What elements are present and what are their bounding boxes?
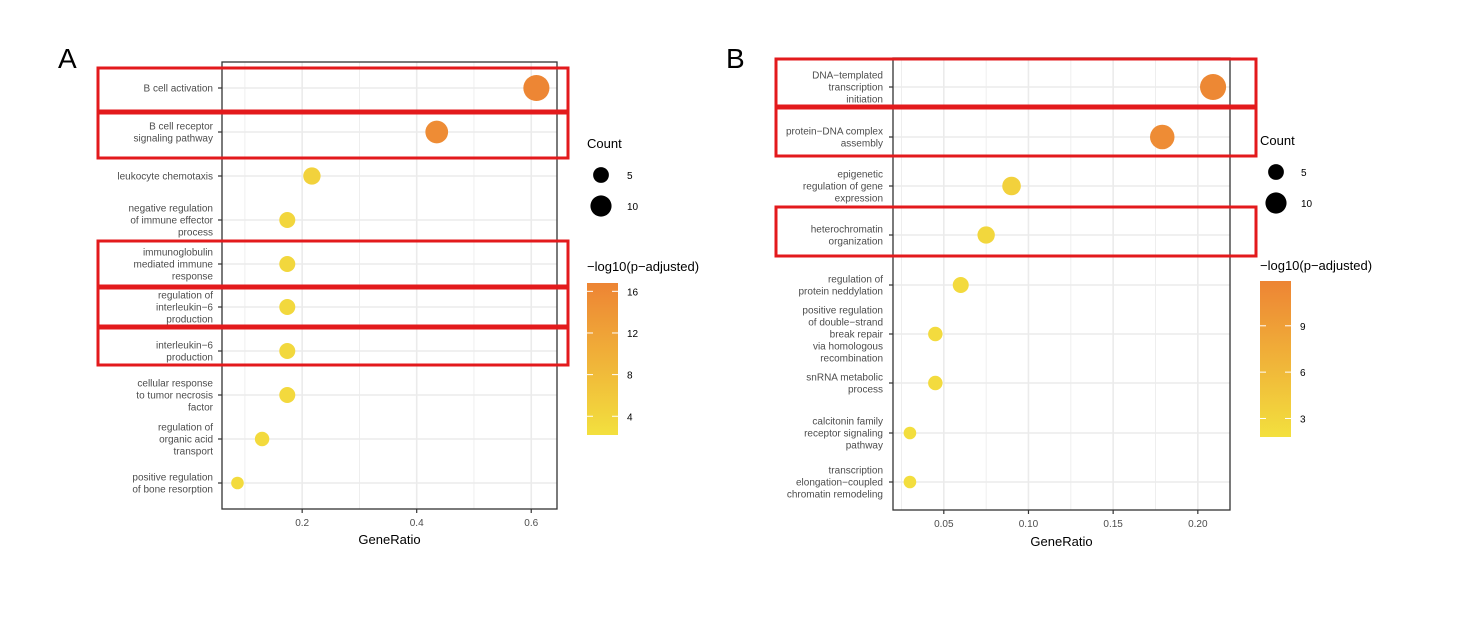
highlight-box (96, 286, 570, 328)
colorbar-tick-label: 16 (627, 287, 639, 298)
panel-b-colorbar-ticks: 3 6 9 (1260, 322, 1306, 425)
y-tick-label: calcitonin family receptor signaling pathw… (804, 417, 883, 452)
panel-a-count-legend-title: Count (587, 136, 622, 151)
panel-b-color-legend-title: −log10(p−adjusted) (1260, 258, 1372, 273)
data-point (952, 277, 969, 293)
count-legend-dot (1268, 164, 1284, 180)
data-point (1002, 176, 1021, 196)
y-tick-label: interleukin−6 production (156, 341, 213, 364)
y-tick-label: regulation of interleukin−6 production (156, 291, 213, 326)
y-tick-label: negative regulation of immune effector pro… (128, 204, 213, 239)
y-tick-label: positive regulation of bone resorption (132, 473, 213, 496)
panel-b-colorbar (1260, 281, 1291, 437)
y-tick-label: positive regulation of double−strand break… (802, 306, 883, 365)
data-point (523, 74, 550, 102)
data-point (1150, 124, 1175, 150)
data-point (903, 426, 917, 440)
data-point (303, 167, 321, 185)
panel-a-y-axis: B cell activation B cell receptor signalin… (117, 84, 222, 496)
panel-a-highlight-boxes (96, 66, 570, 367)
colorbar-tick-label: 3 (1300, 414, 1306, 425)
colorbar-tick-label: 8 (627, 371, 633, 382)
y-tick-label: DNA−templated transcription initiation (812, 71, 883, 106)
data-point (903, 475, 917, 489)
colorbar-tick-label: 12 (627, 329, 639, 340)
data-point (977, 226, 995, 244)
count-legend-dot (593, 167, 609, 183)
data-point (279, 212, 296, 228)
x-tick-label: 0.10 (1019, 519, 1039, 530)
count-legend-label: 5 (627, 171, 633, 182)
data-point (928, 375, 943, 391)
panel-a-colorbar (587, 283, 618, 435)
y-tick-label: cellular response to tumor necrosis factor (136, 379, 213, 414)
data-point (279, 343, 296, 359)
x-tick-label: 0.6 (524, 518, 538, 529)
panel-a-points (231, 74, 550, 490)
panel-a-color-legend-title: −log10(p−adjusted) (587, 259, 699, 274)
panel-a: A B cell activation B cell receptor signal… (58, 43, 699, 547)
data-point (1200, 73, 1227, 101)
highlight-box (774, 205, 1258, 258)
panel-b-x-axis: 0.05 0.10 0.15 0.20 (934, 510, 1208, 530)
y-tick-label: regulation of organic acid transport (158, 423, 213, 458)
x-tick-label: 0.2 (295, 518, 309, 529)
x-tick-label: 0.4 (410, 518, 424, 529)
y-tick-label: leukocyte chemotaxis (117, 172, 213, 183)
data-point (928, 326, 943, 342)
count-legend-label: 10 (627, 202, 639, 213)
panel-a-x-axis-title: GeneRatio (358, 532, 420, 547)
count-legend-dot (1265, 192, 1287, 214)
highlight-box (96, 239, 570, 288)
count-legend-dot (590, 195, 612, 217)
y-tick-label: immunoglobulin mediated immune response (134, 248, 214, 283)
highlight-box (96, 66, 570, 113)
y-tick-label: regulation of protein neddylation (798, 275, 883, 298)
panel-b-points (903, 73, 1227, 489)
y-tick-label: B cell activation (144, 84, 213, 95)
colorbar-tick-label: 4 (627, 412, 633, 423)
count-legend-label: 10 (1301, 199, 1313, 210)
y-tick-label: epigenetic regulation of gene expression (803, 170, 884, 205)
colorbar-tick-label: 9 (1300, 322, 1306, 333)
colorbar-tick-label: 6 (1300, 368, 1306, 379)
panel-a-x-axis: 0.2 0.4 0.6 (295, 509, 539, 529)
data-point (231, 476, 244, 490)
data-point (279, 387, 296, 403)
panel-b-count-legend-title: Count (1260, 133, 1295, 148)
x-tick-label: 0.20 (1188, 519, 1208, 530)
panel-a-colorbar-ticks: 4 8 12 16 (587, 287, 639, 423)
y-tick-label: protein−DNA complex assembly (786, 127, 883, 150)
panel-a-count-legend: 5 10 (590, 167, 639, 217)
panel-b-gridlines (893, 58, 1230, 510)
data-point (254, 431, 270, 447)
data-point (425, 120, 449, 144)
y-tick-label: heterochromatin organization (811, 225, 883, 248)
x-tick-label: 0.05 (934, 519, 954, 530)
data-point (279, 256, 296, 272)
panel-b-x-axis-title: GeneRatio (1030, 534, 1092, 549)
panel-b-highlight-boxes (774, 57, 1258, 258)
highlight-box (774, 57, 1258, 108)
x-tick-label: 0.15 (1103, 519, 1123, 530)
count-legend-label: 5 (1301, 168, 1307, 179)
panel-b-y-axis: DNA−templated transcription initiation prot… (786, 71, 893, 501)
y-tick-label: B cell receptor signaling pathway (134, 122, 214, 145)
highlight-box (96, 111, 570, 160)
panel-b-label: B (726, 43, 745, 74)
data-point (279, 299, 296, 315)
y-tick-label: snRNA metabolic process (806, 373, 883, 396)
panel-a-label: A (58, 43, 77, 74)
panel-b: B DNA−templated transcription initiation pr… (726, 43, 1372, 549)
y-tick-label: transcription elongation−coupled chromatin… (787, 466, 883, 501)
highlight-box (96, 326, 570, 367)
highlight-box (774, 106, 1258, 158)
panel-b-count-legend: 5 10 (1265, 164, 1313, 214)
